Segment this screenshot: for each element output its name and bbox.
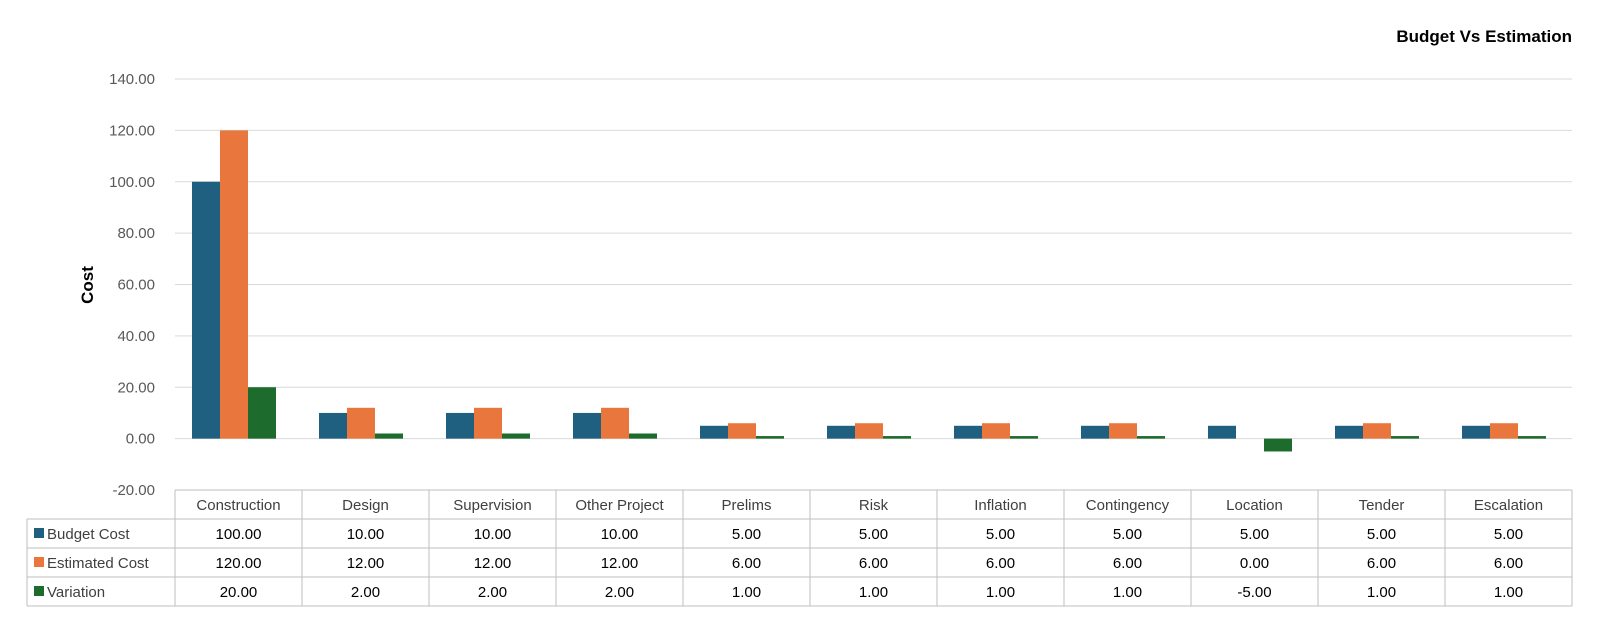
table-cell-value: 10.00 [347,526,385,543]
category-label: Prelims [721,497,771,514]
table-cell-value: 1.00 [1494,584,1523,601]
bar-budget-cost-9 [1335,425,1363,439]
table-cell-value: 1.00 [732,584,761,601]
category-label: Contingency [1086,497,1170,514]
table-cell-value: 1.00 [1113,584,1142,601]
table-cell-value: 10.00 [474,526,512,543]
bar-budget-cost-3 [573,412,601,439]
table-cell-value: 12.00 [347,555,385,572]
legend-key-budget-cost [34,528,44,538]
bar-estimated-cost-1 [347,407,375,439]
bar-variation-2 [502,433,530,439]
y-tick-label: 140.00 [109,71,155,88]
bar-estimated-cost-0 [220,130,248,439]
y-tick-label: 60.00 [117,277,155,294]
bar-budget-cost-5 [827,425,855,439]
bar-budget-cost-4 [700,425,728,439]
bar-estimated-cost-6 [982,423,1010,439]
table-cell-value: 6.00 [732,555,761,572]
bar-budget-cost-2 [446,412,474,439]
table-cell-value: 5.00 [1240,526,1269,543]
bar-estimated-cost-5 [855,423,883,439]
bar-budget-cost-6 [954,425,982,439]
category-label: Tender [1359,497,1405,514]
table-cell-value: 10.00 [601,526,639,543]
y-tick-label: 80.00 [117,225,155,242]
category-label: Location [1226,497,1283,514]
bar-variation-1 [375,433,403,439]
bar-estimated-cost-10 [1490,423,1518,439]
table-cell-value: 2.00 [605,584,634,601]
bar-budget-cost-8 [1208,425,1236,439]
category-label: Other Project [575,497,664,514]
table-cell-value: -5.00 [1237,584,1271,601]
bar-budget-cost-1 [319,412,347,439]
table-cell-value: 100.00 [216,526,262,543]
bar-variation-8 [1264,438,1292,452]
bar-estimated-cost-9 [1363,423,1391,439]
bar-variation-5 [883,436,911,439]
category-label: Inflation [974,497,1027,514]
table-cell-value: 12.00 [601,555,639,572]
bar-variation-9 [1391,436,1419,439]
y-tick-label: 100.00 [109,174,155,191]
table-cell-value: 6.00 [986,555,1015,572]
bar-estimated-cost-4 [728,423,756,439]
category-label: Design [342,497,389,514]
legend-key-variation [34,586,44,596]
table-cell-value: 12.00 [474,555,512,572]
table-cell-value: 5.00 [1113,526,1142,543]
table-cell-value: 5.00 [1494,526,1523,543]
y-tick-label: 0.00 [126,431,155,448]
y-axis-title: Cost [78,266,97,304]
table-cell-value: 2.00 [478,584,507,601]
table-cell-value: 5.00 [732,526,761,543]
bar-estimated-cost-7 [1109,423,1137,439]
category-label: Risk [859,497,889,514]
table-cell-value: 2.00 [351,584,380,601]
bar-variation-7 [1137,436,1165,439]
category-label: Supervision [453,497,531,514]
table-cell-value: 120.00 [216,555,262,572]
table-cell-value: 6.00 [1367,555,1396,572]
legend-label: Estimated Cost [47,555,150,572]
table-cell-value: 1.00 [986,584,1015,601]
legend-label: Budget Cost [47,526,130,543]
table-cell-value: 6.00 [1113,555,1142,572]
bar-budget-cost-0 [192,181,220,439]
bar-budget-cost-10 [1462,425,1490,439]
y-tick-label: 40.00 [117,328,155,345]
y-tick-label: -20.00 [112,482,155,499]
table-cell-value: 5.00 [859,526,888,543]
bars [192,130,1546,452]
y-tick-label: 120.00 [109,122,155,139]
legend-label: Variation [47,584,105,601]
bar-budget-cost-7 [1081,425,1109,439]
table-cell-value: 6.00 [859,555,888,572]
legend-key-estimated-cost [34,557,44,567]
table-cell-value: 5.00 [986,526,1015,543]
bar-variation-4 [756,436,784,439]
bar-estimated-cost-3 [601,407,629,439]
category-label: Escalation [1474,497,1543,514]
gridlines [175,78,1572,440]
table-cell-value: 20.00 [220,584,258,601]
data-table: Construction Design Supervision Other Proje… [26,489,1573,607]
table-cell-value: 1.00 [859,584,888,601]
y-axis-ticks: -20.00 0.00 20.00 40.00 60.00 80.00 100.00 120.… [109,71,155,499]
table-cell-value: 5.00 [1367,526,1396,543]
bar-variation-6 [1010,436,1038,439]
category-label: Construction [196,497,280,514]
table-cell-value: 6.00 [1494,555,1523,572]
chart-title: Budget Vs Estimation [1396,27,1572,46]
table-cell-value: 0.00 [1240,555,1269,572]
y-tick-label: 20.00 [117,379,155,396]
bar-variation-0 [248,387,276,439]
bar-variation-10 [1518,436,1546,439]
bar-variation-3 [629,433,657,439]
table-cell-value: 1.00 [1367,584,1396,601]
bar-estimated-cost-2 [474,407,502,439]
